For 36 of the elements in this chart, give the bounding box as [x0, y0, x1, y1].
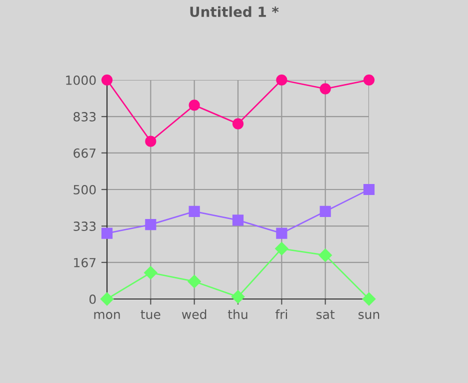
point — [188, 100, 200, 111]
y-tick-label: 0 — [89, 294, 96, 304]
point — [144, 266, 158, 280]
point — [101, 228, 113, 239]
point — [145, 136, 156, 147]
point — [101, 74, 113, 86]
point — [188, 206, 200, 217]
y-tick-label: 1000 — [66, 75, 96, 85]
y-tick-label: 667 — [74, 148, 96, 158]
x-tick-label: sun — [358, 312, 380, 320]
point — [362, 292, 376, 306]
point — [276, 228, 288, 239]
x-tick-label: tue — [140, 310, 160, 320]
point — [363, 74, 375, 86]
point — [363, 184, 375, 196]
point — [320, 206, 331, 217]
point — [145, 218, 156, 230]
point — [276, 74, 288, 86]
chart-title: Untitled 1 * — [190, 6, 279, 18]
point — [275, 242, 288, 256]
y-tick-label: 833 — [74, 112, 96, 122]
point — [320, 83, 331, 94]
x-tick-label: mon — [94, 312, 120, 320]
point — [188, 274, 201, 288]
x-tick-label: thu — [228, 309, 248, 320]
x-tick-label: wed — [182, 309, 206, 320]
point — [232, 118, 244, 130]
point — [318, 248, 332, 262]
y-tick-label: 500 — [74, 184, 96, 194]
point — [100, 292, 114, 306]
y-tick-label: 333 — [74, 222, 96, 231]
point — [231, 290, 245, 304]
y-tick-label: 167 — [74, 258, 96, 268]
point — [232, 214, 244, 226]
x-tick-label: sat — [316, 310, 335, 320]
x-tick-label: fri — [275, 309, 287, 319]
